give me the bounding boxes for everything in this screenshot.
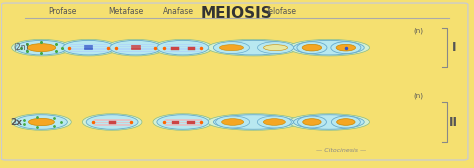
Text: I: I <box>452 41 456 54</box>
Ellipse shape <box>157 115 209 129</box>
Text: Telofase: Telofase <box>266 7 297 16</box>
Ellipse shape <box>293 40 364 55</box>
Ellipse shape <box>110 40 162 55</box>
Ellipse shape <box>297 116 327 128</box>
Text: 2x: 2x <box>10 117 22 127</box>
Ellipse shape <box>302 44 322 51</box>
Text: Anafase: Anafase <box>163 7 193 16</box>
Ellipse shape <box>337 119 355 125</box>
Ellipse shape <box>222 119 244 125</box>
Ellipse shape <box>16 115 67 129</box>
Ellipse shape <box>106 39 165 56</box>
Text: MEIOSIS: MEIOSIS <box>201 6 273 21</box>
Ellipse shape <box>303 119 321 125</box>
Ellipse shape <box>82 114 142 130</box>
Ellipse shape <box>331 116 360 128</box>
Ellipse shape <box>153 114 213 130</box>
Text: — Citocinesis —: — Citocinesis — <box>316 148 366 153</box>
Ellipse shape <box>213 115 293 129</box>
Ellipse shape <box>12 39 71 56</box>
Ellipse shape <box>12 114 71 130</box>
Ellipse shape <box>264 45 288 51</box>
Text: (2n): (2n) <box>13 43 29 52</box>
Ellipse shape <box>63 40 115 55</box>
Ellipse shape <box>28 118 55 126</box>
Ellipse shape <box>263 119 285 125</box>
Text: (n): (n) <box>414 28 424 34</box>
Ellipse shape <box>213 42 249 54</box>
Ellipse shape <box>86 115 138 129</box>
Ellipse shape <box>331 42 361 54</box>
Text: Profase: Profase <box>48 7 77 16</box>
Ellipse shape <box>257 116 292 128</box>
Ellipse shape <box>157 40 209 55</box>
Text: (n): (n) <box>414 92 424 99</box>
Ellipse shape <box>208 39 300 56</box>
Ellipse shape <box>59 39 118 56</box>
Text: Metafase: Metafase <box>109 7 144 16</box>
Text: II: II <box>449 116 458 129</box>
Ellipse shape <box>257 42 293 54</box>
Ellipse shape <box>219 45 244 51</box>
Ellipse shape <box>27 44 56 52</box>
Ellipse shape <box>288 114 370 130</box>
Ellipse shape <box>208 114 300 130</box>
Ellipse shape <box>216 116 250 128</box>
Ellipse shape <box>297 42 327 54</box>
Ellipse shape <box>213 40 293 55</box>
Ellipse shape <box>16 40 67 55</box>
Ellipse shape <box>336 44 356 51</box>
Ellipse shape <box>293 115 364 129</box>
Ellipse shape <box>153 39 213 56</box>
Ellipse shape <box>288 39 370 56</box>
FancyBboxPatch shape <box>1 3 468 160</box>
